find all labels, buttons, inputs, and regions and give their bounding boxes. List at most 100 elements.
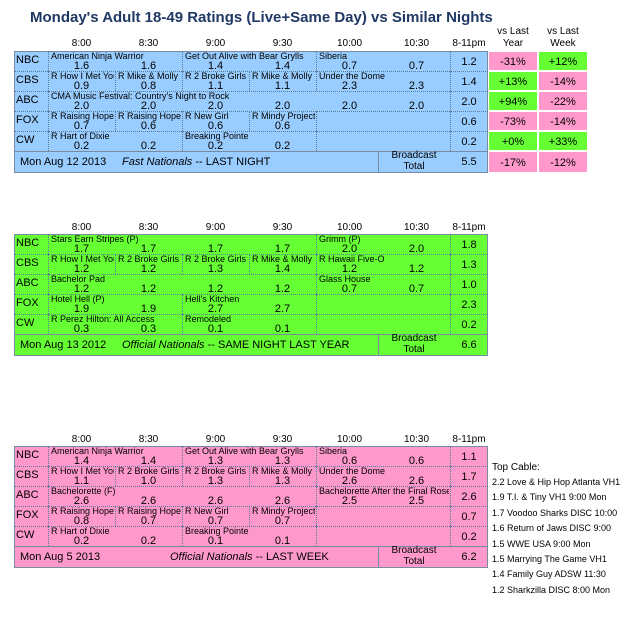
rating-value: 2.6 bbox=[408, 475, 425, 487]
broadcast-total-box bbox=[378, 546, 450, 568]
program-block-divider bbox=[48, 111, 49, 131]
program-block-divider bbox=[182, 506, 183, 526]
program-block-divider bbox=[48, 234, 49, 254]
rating-value: 0.1 bbox=[274, 535, 291, 547]
program-block-divider bbox=[48, 526, 49, 546]
broadcast-total-label: Broadcast bbox=[391, 150, 437, 161]
total-vs-last-week: -12% bbox=[538, 151, 588, 173]
avg-rating-value: 1.4 bbox=[461, 76, 477, 88]
program-block-divider bbox=[48, 71, 49, 91]
rating-value: 0.2 bbox=[140, 535, 157, 547]
rating-value: 2.6 bbox=[140, 495, 157, 507]
network-label: NBC bbox=[16, 54, 40, 66]
program-block-divider bbox=[316, 294, 317, 314]
avg-divider bbox=[450, 506, 451, 526]
rating-value: 2.0 bbox=[207, 100, 224, 112]
program-block-divider bbox=[115, 506, 116, 526]
network-label: ABC bbox=[16, 489, 39, 501]
rating-value: 1.7 bbox=[140, 243, 157, 255]
rating-value: 0.9 bbox=[73, 80, 90, 92]
avg-rating-value: 1.7 bbox=[461, 471, 477, 483]
vs-last-week-header-2: Week bbox=[550, 38, 576, 49]
rating-value: 0.2 bbox=[274, 140, 291, 152]
avg-divider bbox=[450, 526, 451, 546]
rating-value: 1.4 bbox=[140, 455, 157, 467]
avg-divider bbox=[450, 294, 451, 314]
rating-value: 1.2 bbox=[73, 283, 90, 295]
program-name: Get Out Alive with Bear Grylls bbox=[185, 446, 304, 456]
program-name: R Hart of Dixie bbox=[51, 131, 110, 141]
network-label: FOX bbox=[16, 297, 39, 309]
broadcast-total-label: Broadcast bbox=[391, 333, 437, 344]
program-name: R 2 Broke Girls bbox=[185, 254, 247, 264]
rating-value: 1.7 bbox=[73, 243, 90, 255]
rating-value: 1.3 bbox=[207, 263, 224, 275]
program-name: Glass House bbox=[319, 274, 371, 284]
avg-divider bbox=[450, 446, 451, 466]
avg-divider bbox=[450, 71, 451, 91]
rating-value: 0.7 bbox=[73, 120, 90, 132]
rating-value: 0.2 bbox=[207, 140, 224, 152]
program-block-divider bbox=[316, 111, 317, 131]
top-cable-item: 1.9 T.I. & Tiny VH1 9:00 Mon bbox=[492, 492, 607, 503]
time-slot-header: 8:30 bbox=[138, 222, 159, 233]
avg-divider bbox=[450, 486, 451, 506]
program-name: R Mike & Molly bbox=[252, 466, 313, 476]
avg-divider bbox=[450, 91, 451, 111]
vs-last-week-value: -14% bbox=[538, 71, 588, 91]
program-name: Breaking Pointe bbox=[185, 131, 249, 141]
row-separator bbox=[14, 466, 488, 467]
row-separator bbox=[14, 526, 488, 527]
vs-last-year-value: -31% bbox=[488, 51, 538, 71]
footer-label: Official Nationals -- SAME NIGHT LAST YE… bbox=[122, 339, 349, 351]
program-name: R Raising Hope bbox=[118, 506, 181, 516]
total-vs-last-year: -17% bbox=[488, 151, 538, 173]
program-block-divider bbox=[316, 234, 317, 254]
avg-divider bbox=[450, 274, 451, 294]
avg-divider bbox=[450, 131, 451, 151]
top-cable-heading: Top Cable: bbox=[492, 462, 540, 473]
rating-value: 0.7 bbox=[207, 515, 224, 527]
rating-value: 1.6 bbox=[140, 60, 157, 72]
rating-value: 1.2 bbox=[140, 263, 157, 275]
broadcast-total-label-2: Total bbox=[403, 161, 425, 172]
program-name: R New Girl bbox=[185, 111, 229, 121]
time-slot-header: 8-11pm bbox=[452, 434, 486, 445]
program-name: Remodeled bbox=[185, 314, 232, 324]
program-block-divider bbox=[182, 294, 183, 314]
broadcast-total-value: 5.5 bbox=[461, 156, 477, 168]
network-label: CBS bbox=[16, 257, 39, 269]
footer-label: Official Nationals -- LAST WEEK bbox=[170, 551, 329, 563]
vs-last-year-value: +13% bbox=[488, 71, 538, 91]
time-slot-header: 9:30 bbox=[272, 434, 293, 445]
program-block-divider bbox=[115, 71, 116, 91]
program-block-divider bbox=[48, 314, 49, 334]
top-cable-item: 1.4 Family Guy ADSW 11:30 bbox=[492, 569, 606, 580]
footer-separator bbox=[14, 546, 488, 547]
program-block-divider bbox=[48, 254, 49, 274]
program-block-divider bbox=[48, 446, 49, 466]
rating-value: 1.3 bbox=[207, 475, 224, 487]
program-name: R Mike & Molly bbox=[252, 254, 313, 264]
program-block-divider bbox=[316, 466, 317, 486]
network-label: CW bbox=[16, 317, 35, 329]
footer-label-rest: -- LAST NIGHT bbox=[192, 156, 271, 168]
vs-last-week-value: +12% bbox=[538, 51, 588, 71]
program-block-divider bbox=[249, 254, 250, 274]
row-separator bbox=[14, 314, 488, 315]
rating-value: 2.3 bbox=[341, 80, 358, 92]
rating-value: 0.6 bbox=[274, 120, 291, 132]
vs-last-week-value: -22% bbox=[538, 91, 588, 111]
time-slot-header: 8:30 bbox=[138, 434, 159, 445]
program-block-divider bbox=[115, 466, 116, 486]
program-name: Bachelorette (F) bbox=[51, 486, 116, 496]
rating-value: 2.0 bbox=[341, 243, 358, 255]
rating-value: 0.6 bbox=[140, 120, 157, 132]
rating-value: 1.1 bbox=[207, 80, 224, 92]
row-separator bbox=[14, 111, 488, 112]
row-separator bbox=[14, 131, 488, 132]
time-slot-header: 8-11pm bbox=[452, 222, 486, 233]
program-name: Siberia bbox=[319, 51, 348, 61]
rating-value: 1.4 bbox=[73, 455, 90, 467]
